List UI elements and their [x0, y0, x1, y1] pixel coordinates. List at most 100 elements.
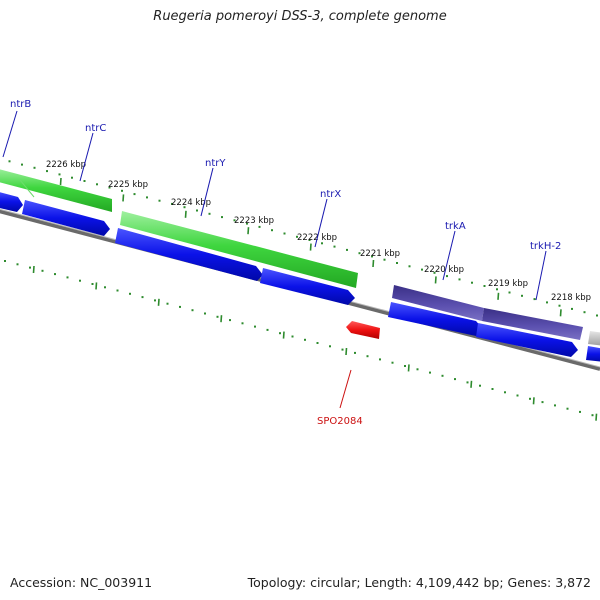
outer-dot-35 — [433, 271, 436, 274]
inner-dot-19 — [241, 322, 244, 325]
ruler-tick-label: 2224 kbp — [171, 198, 211, 208]
grey-gene-bar[interactable] — [588, 331, 600, 346]
inner-dot-30 — [379, 358, 381, 361]
cds-ntrX[interactable] — [260, 268, 355, 305]
inner-dot-0 — [4, 260, 6, 262]
ntrB-bar-divider — [19, 179, 35, 198]
inner-major-tick-6 — [407, 364, 410, 372]
outer-dot-46 — [571, 307, 573, 310]
outer-major-tick-4 — [309, 243, 312, 251]
outer-dot-32 — [396, 262, 398, 264]
inner-dot-20 — [254, 325, 256, 328]
gene-label-trkH-2[interactable]: trkH-2 — [530, 241, 561, 252]
inner-dot-29 — [366, 355, 369, 358]
rna-SPO2084[interactable] — [346, 321, 380, 339]
outer-major-tick-2 — [184, 210, 187, 218]
outer-dot-1 — [8, 160, 11, 163]
outer-major-tick-8 — [559, 309, 562, 317]
outer-dot-14 — [171, 202, 173, 205]
outer-dot-2 — [21, 163, 23, 166]
inner-dot-17 — [216, 315, 219, 318]
outer-dot-4 — [46, 170, 48, 173]
gene-label-leaders — [2, 110, 547, 409]
gene-ntrB-bar[interactable] — [0, 168, 112, 212]
inner-dot-5 — [66, 276, 69, 279]
inner-dot-12 — [154, 299, 156, 302]
outer-dot-13 — [158, 199, 161, 202]
inner-dot-37 — [466, 381, 469, 384]
map-title: Ruegeria pomeroyi DSS-3, complete genome — [153, 9, 447, 24]
cds-ntrY[interactable] — [115, 228, 263, 281]
gene-label-ntrX[interactable]: ntrX — [320, 189, 341, 200]
inner-major-tick-1 — [95, 282, 98, 290]
inner-major-tick-3 — [220, 315, 223, 323]
inner-dot-47 — [591, 414, 594, 417]
inner-dot-36 — [454, 378, 456, 381]
inner-dot-1 — [16, 263, 19, 266]
gene-labels: ntrB ntrC ntrY ntrX trkA trkH-2 SPO2084 — [10, 99, 561, 427]
outer-dot-18 — [221, 216, 223, 219]
outer-dot-36 — [446, 275, 448, 278]
outer-dot-6 — [71, 176, 73, 179]
gene-label-trkA[interactable]: trkA — [445, 221, 466, 232]
ruler-minor-ticks-inner — [4, 260, 594, 417]
outer-dot-23 — [283, 232, 286, 235]
outer-dot-44 — [546, 301, 548, 304]
gene-label-ntrY[interactable]: ntrY — [205, 158, 226, 169]
outer-dot-11 — [133, 193, 136, 196]
inner-dot-8 — [104, 286, 106, 289]
inner-dot-13 — [166, 302, 169, 305]
inner-dot-31 — [391, 361, 394, 364]
outer-dot-7 — [83, 180, 86, 182]
gene-label-ntrB[interactable]: ntrB — [10, 99, 31, 110]
outer-dot-48 — [596, 314, 598, 317]
inner-dot-11 — [141, 296, 144, 299]
outer-dot-9 — [108, 186, 111, 189]
outer-dot-8 — [96, 183, 98, 186]
inner-dot-24 — [304, 338, 306, 341]
outer-major-tick-5 — [372, 259, 375, 268]
inner-major-tick-0 — [32, 265, 35, 274]
cds-trkA[interactable] — [388, 302, 483, 336]
inner-dot-21 — [266, 328, 269, 331]
cds-ntrC[interactable] — [22, 200, 110, 236]
outer-dot-27 — [333, 245, 336, 248]
inner-dot-7 — [91, 283, 94, 285]
outer-dot-34 — [421, 268, 423, 271]
outer-dot-20 — [246, 222, 248, 225]
inner-major-tick-2 — [157, 298, 160, 306]
outer-dot-33 — [408, 265, 411, 268]
inner-major-tick-8 — [532, 397, 535, 405]
ruler-major-ticks-inner — [32, 265, 598, 421]
cds-trkH-2[interactable] — [476, 323, 578, 357]
outer-dot-43 — [533, 298, 536, 301]
cds-next[interactable] — [586, 346, 600, 362]
outer-dot-19 — [233, 219, 236, 222]
outer-dot-25 — [308, 239, 311, 241]
inner-dot-3 — [41, 269, 44, 272]
inner-dot-26 — [329, 345, 331, 348]
outer-dot-39 — [483, 285, 486, 287]
ruler-tick-label: 2226 kbp — [46, 160, 86, 170]
gene-ntrY-bar[interactable] — [120, 211, 358, 288]
inner-dot-23 — [291, 335, 294, 338]
gene-label-SPO2084[interactable]: SPO2084 — [317, 416, 363, 427]
outer-dot-40 — [496, 288, 498, 291]
outer-major-tick-7 — [497, 292, 500, 300]
inner-dot-40 — [504, 391, 506, 394]
cds-ntrB[interactable] — [0, 191, 23, 212]
outer-dot-21 — [258, 225, 261, 228]
ruler-tick-label: 2225 kbp — [108, 180, 148, 190]
gene-trkH-2-bar[interactable] — [482, 308, 583, 340]
ruler-tick-label: 2220 kbp — [424, 265, 464, 275]
outer-dot-12 — [146, 196, 148, 199]
outer-dot-30 — [371, 255, 373, 258]
inner-major-tick-9 — [595, 413, 598, 421]
gene-trkA-bar[interactable] — [392, 285, 484, 321]
outer-major-tick-3 — [247, 227, 250, 235]
inner-dot-14 — [179, 305, 181, 308]
outer-dot-17 — [208, 212, 211, 215]
gene-label-ntrC[interactable]: ntrC — [85, 123, 106, 134]
accession-text: Accession: NC_003911 — [10, 575, 153, 590]
